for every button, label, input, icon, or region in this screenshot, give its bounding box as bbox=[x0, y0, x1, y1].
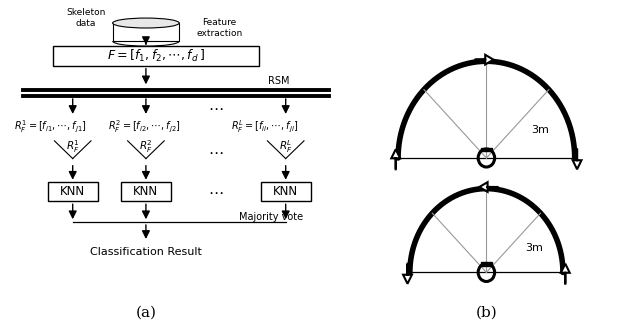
Text: (a): (a) bbox=[136, 306, 156, 319]
Text: 3m: 3m bbox=[525, 243, 543, 253]
Text: Skeleton
data: Skeleton data bbox=[67, 9, 106, 28]
Text: $\cdots$: $\cdots$ bbox=[208, 184, 223, 199]
Text: $\cdots$: $\cdots$ bbox=[208, 144, 223, 159]
Text: KNN: KNN bbox=[273, 185, 298, 198]
Bar bbox=[121, 182, 171, 201]
Ellipse shape bbox=[113, 18, 179, 28]
Text: Majority vote: Majority vote bbox=[239, 212, 303, 222]
Text: $R_F^1$: $R_F^1$ bbox=[66, 138, 80, 155]
Text: $F=[f_1,f_2,\cdots,f_d\,]$: $F=[f_1,f_2,\cdots,f_d\,]$ bbox=[107, 48, 205, 64]
FancyArrow shape bbox=[561, 264, 570, 284]
Text: $R_F^L=[f_{il},\cdots,f_{jl}]$: $R_F^L=[f_{il},\cdots,f_{jl}]$ bbox=[231, 118, 298, 135]
FancyArrow shape bbox=[479, 182, 497, 192]
Text: $R_F^L$: $R_F^L$ bbox=[279, 138, 292, 155]
Text: $R_F^2$: $R_F^2$ bbox=[139, 138, 153, 155]
Text: RSM: RSM bbox=[268, 76, 290, 86]
FancyArrow shape bbox=[403, 264, 412, 284]
Bar bbox=[113, 23, 179, 41]
Text: Feature
extraction: Feature extraction bbox=[196, 18, 243, 38]
FancyArrow shape bbox=[573, 149, 582, 169]
Bar bbox=[260, 182, 310, 201]
Text: $R_F^2=[f_{i2},\cdots,f_{j2}]$: $R_F^2=[f_{i2},\cdots,f_{j2}]$ bbox=[108, 118, 180, 135]
Bar bbox=[481, 262, 492, 266]
FancyArrow shape bbox=[476, 55, 493, 64]
FancyArrow shape bbox=[391, 149, 400, 169]
Bar bbox=[48, 182, 98, 201]
Text: KNN: KNN bbox=[60, 185, 85, 198]
Text: $R_F^1=[f_{i1},\cdots,f_{j1}]$: $R_F^1=[f_{i1},\cdots,f_{j1}]$ bbox=[15, 118, 87, 135]
Bar bbox=[52, 46, 259, 66]
Text: (b): (b) bbox=[476, 306, 497, 320]
Text: KNN: KNN bbox=[133, 185, 159, 198]
Bar bbox=[481, 148, 492, 151]
Text: 3m: 3m bbox=[531, 125, 548, 135]
Text: Classification Result: Classification Result bbox=[90, 247, 202, 257]
Text: $\cdots$: $\cdots$ bbox=[208, 100, 223, 115]
